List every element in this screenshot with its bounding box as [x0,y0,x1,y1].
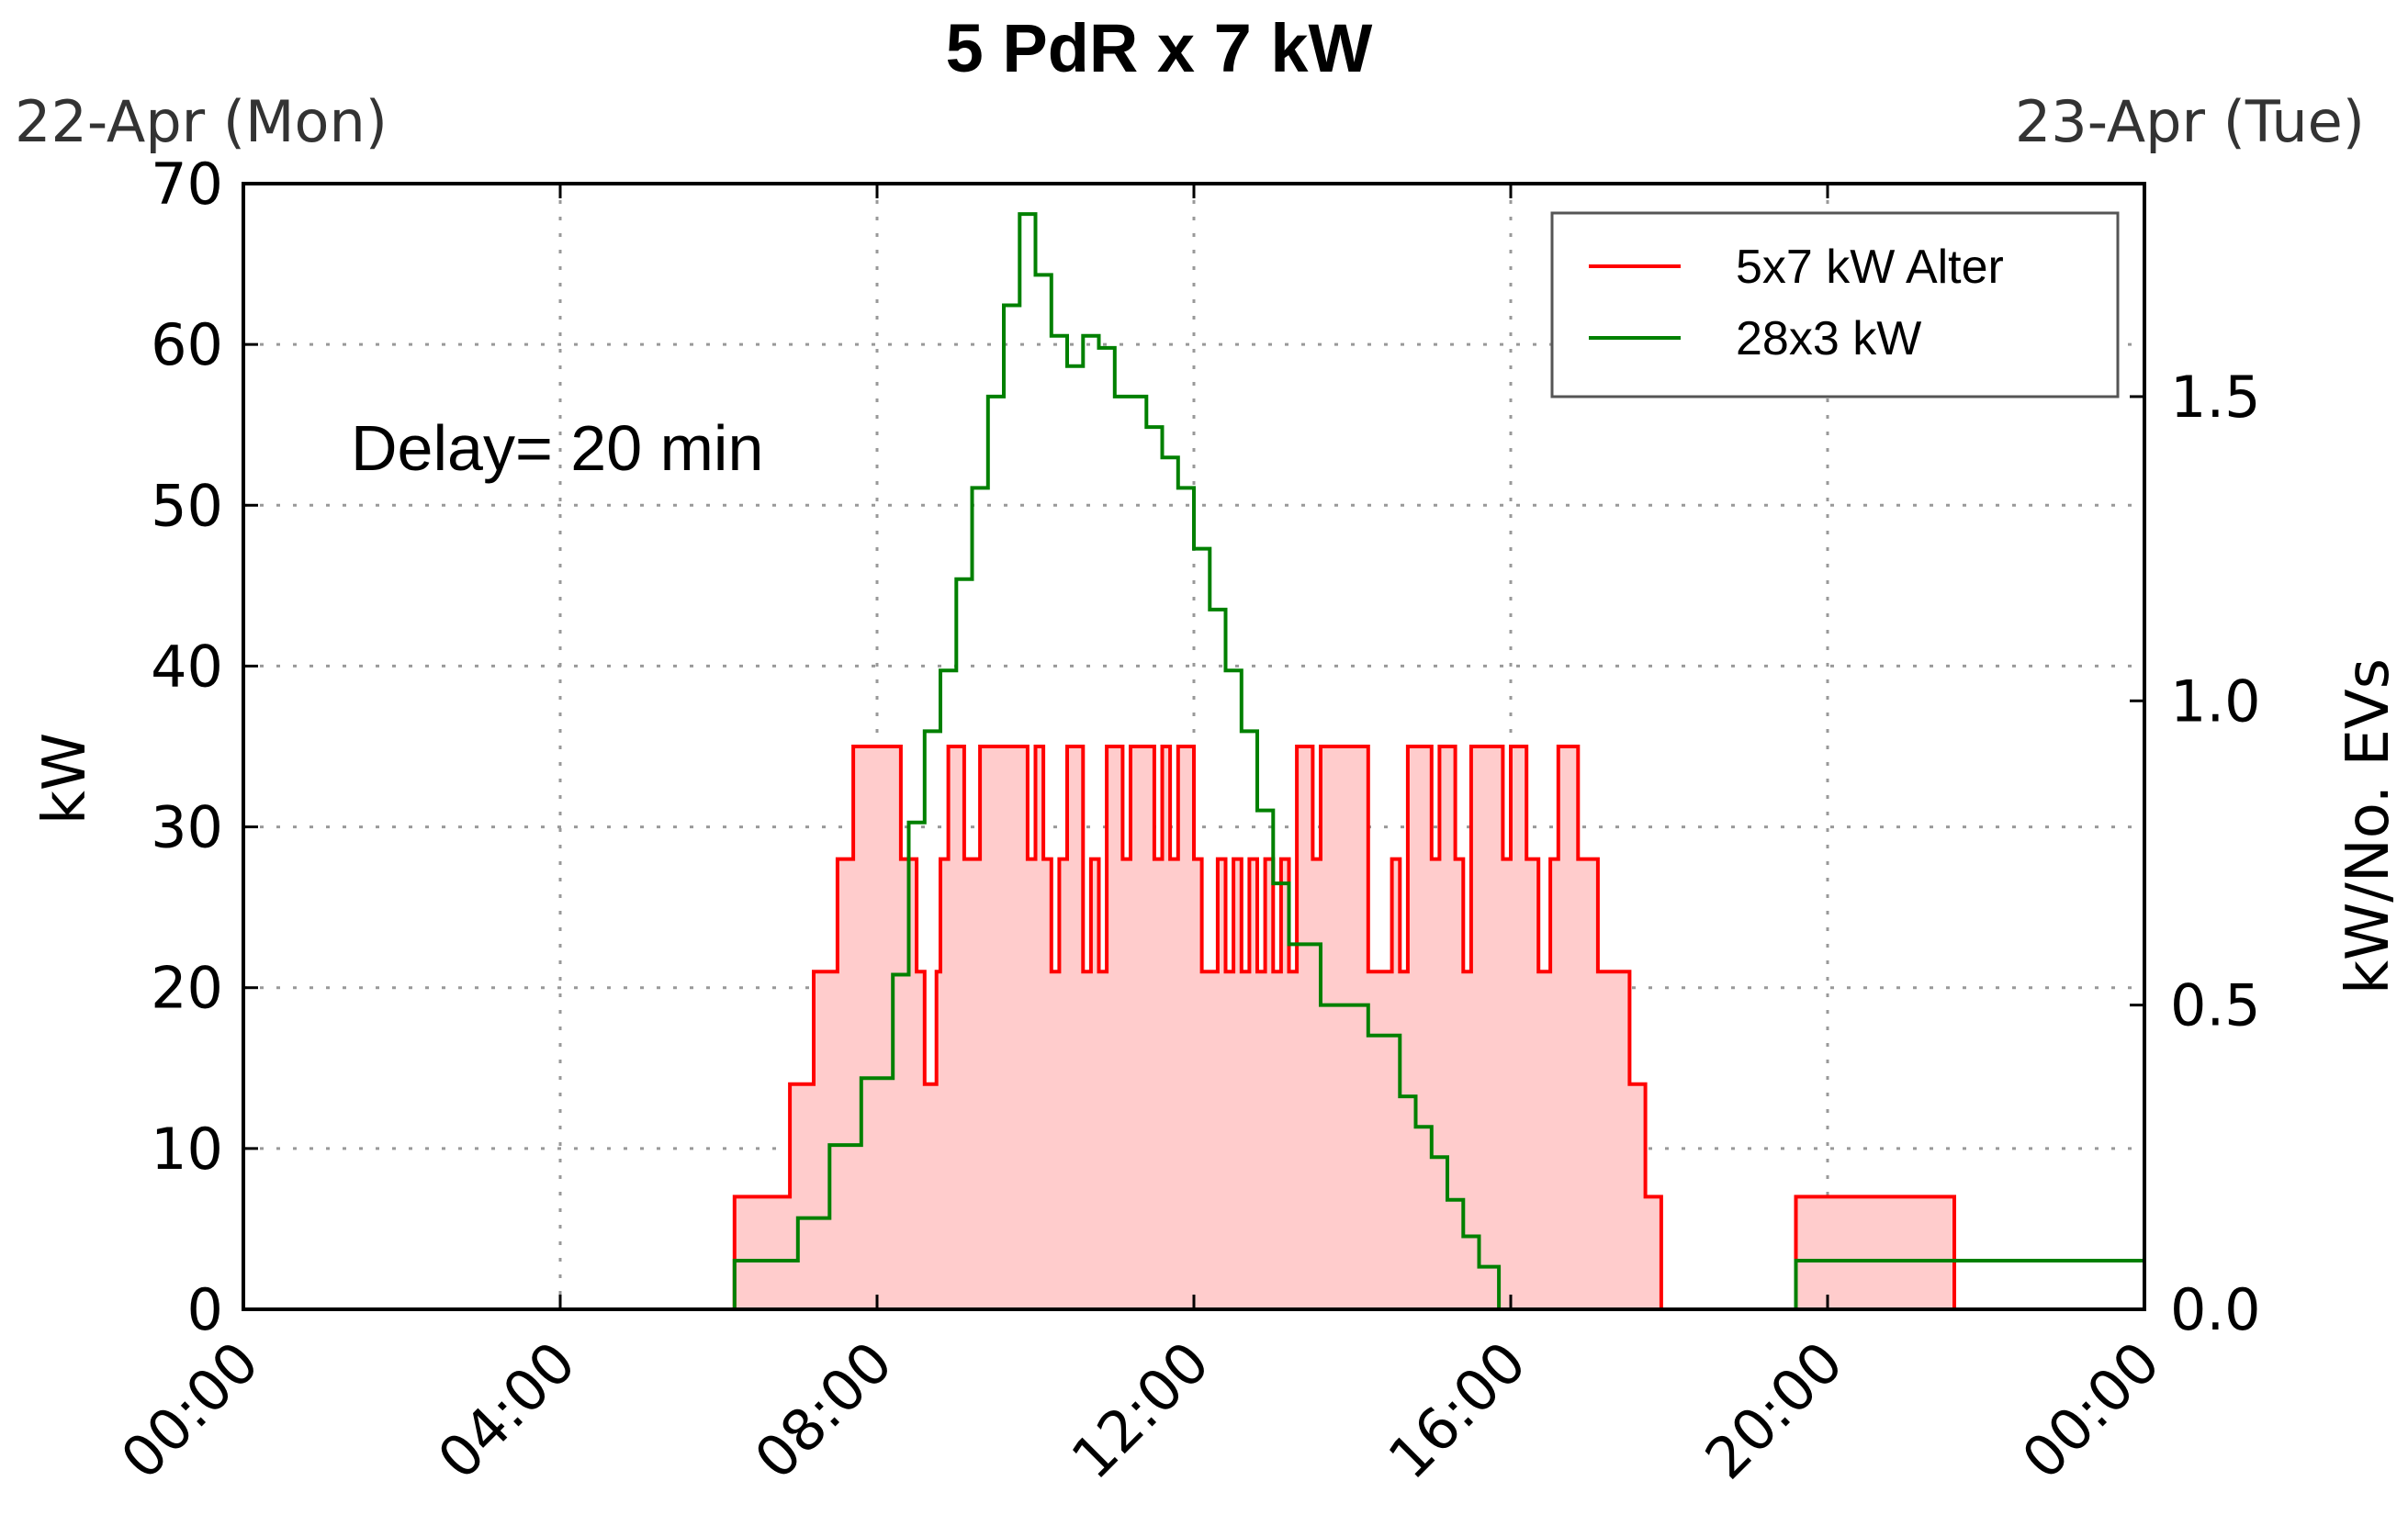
x-tick-label-6: 00:00 [2009,1329,2173,1492]
y2-axis-label: kW/No. EVs [2335,658,2402,994]
y2-tick-label-1: 0.5 [2170,972,2261,1039]
series-2-line [243,212,2144,1311]
chart-title: 5 PdR x 7 kW [946,10,1373,86]
x-tick-label-1: 04:00 [425,1329,589,1492]
y-tick-label-7: 70 [151,151,223,218]
y-tick-label-1: 10 [151,1116,223,1183]
delay-annotation: Delay= 20 min [351,412,763,484]
series-lines [243,212,2144,1311]
legend-label-series-2: 28x3 kW [1736,312,1921,365]
y-tick-label-4: 40 [151,633,223,700]
y-tick-label-5: 50 [151,472,223,539]
left-date-label: 22-Apr (Mon) [15,88,388,155]
series-fills [243,746,2144,1309]
y-tick-label-2: 20 [151,955,223,1022]
y2-tick-label-3: 1.5 [2170,364,2261,431]
right-date-label: 23-Apr (Tue) [2015,88,2365,155]
y-tick-label-3: 30 [151,794,223,861]
x-tick-label-2: 08:00 [742,1329,906,1492]
y2-tick-label-0: 0.0 [2170,1276,2261,1343]
series-1-line [243,745,2144,1311]
series-1-area [243,746,2144,1309]
x-tick-label-5: 20:00 [1693,1329,1856,1492]
x-tick-label-4: 16:00 [1376,1329,1539,1492]
legend-box [1550,211,2120,398]
legend-label-series-1: 5x7 kW Alter [1736,241,2004,294]
y-axis-label: kW [31,733,99,825]
y2-tick-label-2: 1.0 [2170,668,2261,735]
legend: 5x7 kW Alter 28x3 kW [1550,211,2120,398]
x-tick-label-0: 00:00 [108,1329,272,1492]
y-tick-label-0: 0 [187,1276,223,1343]
x-tick-label-3: 12:00 [1059,1329,1222,1492]
y-tick-label-6: 60 [151,311,223,378]
